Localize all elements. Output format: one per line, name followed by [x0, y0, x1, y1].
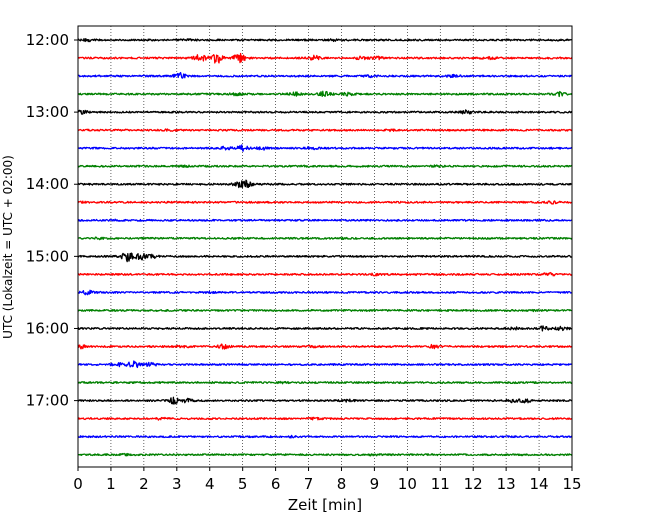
trace-line — [77, 128, 573, 133]
trace-line — [77, 236, 573, 241]
y-tick-label: 14:00 — [26, 175, 69, 193]
trace-line — [77, 37, 572, 43]
y-axis-label: UTC (Lokalzeit = UTC + 02:00) — [1, 155, 15, 339]
x-tick-label: 13 — [497, 475, 516, 493]
x-tick-label: 6 — [271, 475, 281, 493]
x-tick-label: 10 — [398, 475, 417, 493]
x-tick-label: 3 — [172, 475, 182, 493]
x-tick-label: 8 — [337, 475, 347, 493]
x-tick-label: 4 — [205, 475, 215, 493]
plot-frame — [77, 25, 573, 468]
x-tick-label: 14 — [530, 475, 549, 493]
trace-line — [77, 109, 573, 115]
trace-line — [77, 71, 573, 79]
x-axis-label: Zeit [min] — [288, 496, 362, 514]
x-tick-label: 12 — [464, 475, 483, 493]
trace-line — [77, 289, 572, 296]
trace-line — [77, 271, 573, 277]
y-axis-ticks: 12:00 13:00 14:00 15:00 16:00 17:00 — [26, 31, 78, 410]
x-tick-label: 15 — [562, 475, 581, 493]
trace-line — [77, 380, 573, 385]
x-tick-label: 0 — [73, 475, 83, 493]
trace-line — [77, 396, 573, 405]
trace-line — [77, 416, 573, 421]
trace-line — [77, 452, 573, 457]
y-tick-label: 13:00 — [26, 103, 69, 121]
trace-line — [77, 164, 573, 169]
trace-line — [77, 52, 573, 64]
seismogram-traces — [77, 37, 573, 457]
trace-line — [77, 218, 573, 222]
x-tick-label: 5 — [238, 475, 248, 493]
trace-line — [77, 343, 573, 350]
trace-line — [77, 434, 573, 439]
trace-line — [77, 252, 573, 263]
x-tick-label: 7 — [304, 475, 314, 493]
trace-line — [77, 325, 573, 332]
trace-line — [77, 360, 573, 369]
trace-line — [77, 179, 572, 189]
y-tick-label: 16:00 — [26, 319, 69, 337]
trace-line — [77, 200, 572, 205]
x-tick-label: 2 — [139, 475, 149, 493]
x-tick-label: 1 — [106, 475, 116, 493]
y-tick-label: 17:00 — [26, 392, 69, 410]
trace-line — [77, 308, 572, 313]
y-tick-label: 12:00 — [26, 31, 69, 49]
x-tick-label: 9 — [370, 475, 380, 493]
x-tick-label: 11 — [431, 475, 450, 493]
y-tick-label: 15:00 — [26, 247, 69, 265]
x-axis-ticks: 0 1 2 3 4 5 6 7 8 9 10 11 12 13 14 15 — [73, 467, 582, 493]
trace-line — [77, 90, 573, 98]
trace-line — [77, 144, 573, 152]
